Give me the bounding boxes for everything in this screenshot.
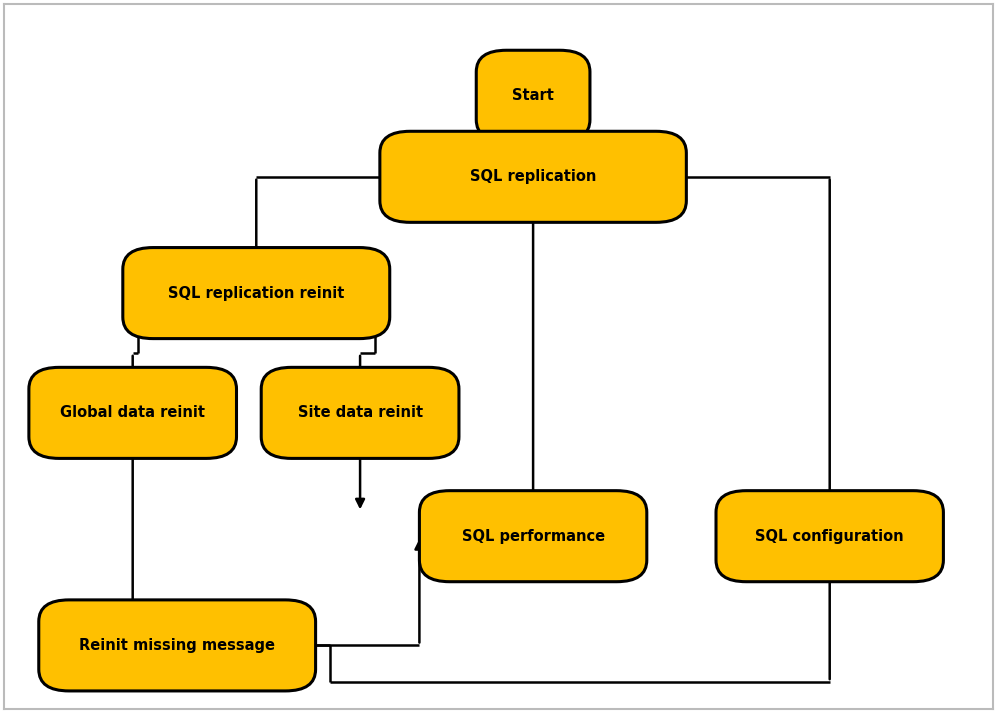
FancyBboxPatch shape (420, 491, 647, 582)
Text: Reinit missing message: Reinit missing message (79, 638, 275, 653)
Text: SQL replication reinit: SQL replication reinit (168, 286, 345, 301)
FancyBboxPatch shape (716, 491, 943, 582)
FancyBboxPatch shape (477, 50, 590, 141)
Text: SQL replication: SQL replication (470, 169, 596, 184)
FancyBboxPatch shape (39, 600, 316, 691)
Text: Site data reinit: Site data reinit (297, 406, 423, 421)
FancyBboxPatch shape (261, 367, 459, 458)
Text: SQL configuration: SQL configuration (756, 529, 904, 544)
Text: Start: Start (512, 88, 554, 103)
FancyBboxPatch shape (29, 367, 236, 458)
FancyBboxPatch shape (380, 131, 686, 222)
Text: SQL performance: SQL performance (462, 529, 604, 544)
FancyBboxPatch shape (123, 247, 390, 339)
Text: Global data reinit: Global data reinit (60, 406, 205, 421)
